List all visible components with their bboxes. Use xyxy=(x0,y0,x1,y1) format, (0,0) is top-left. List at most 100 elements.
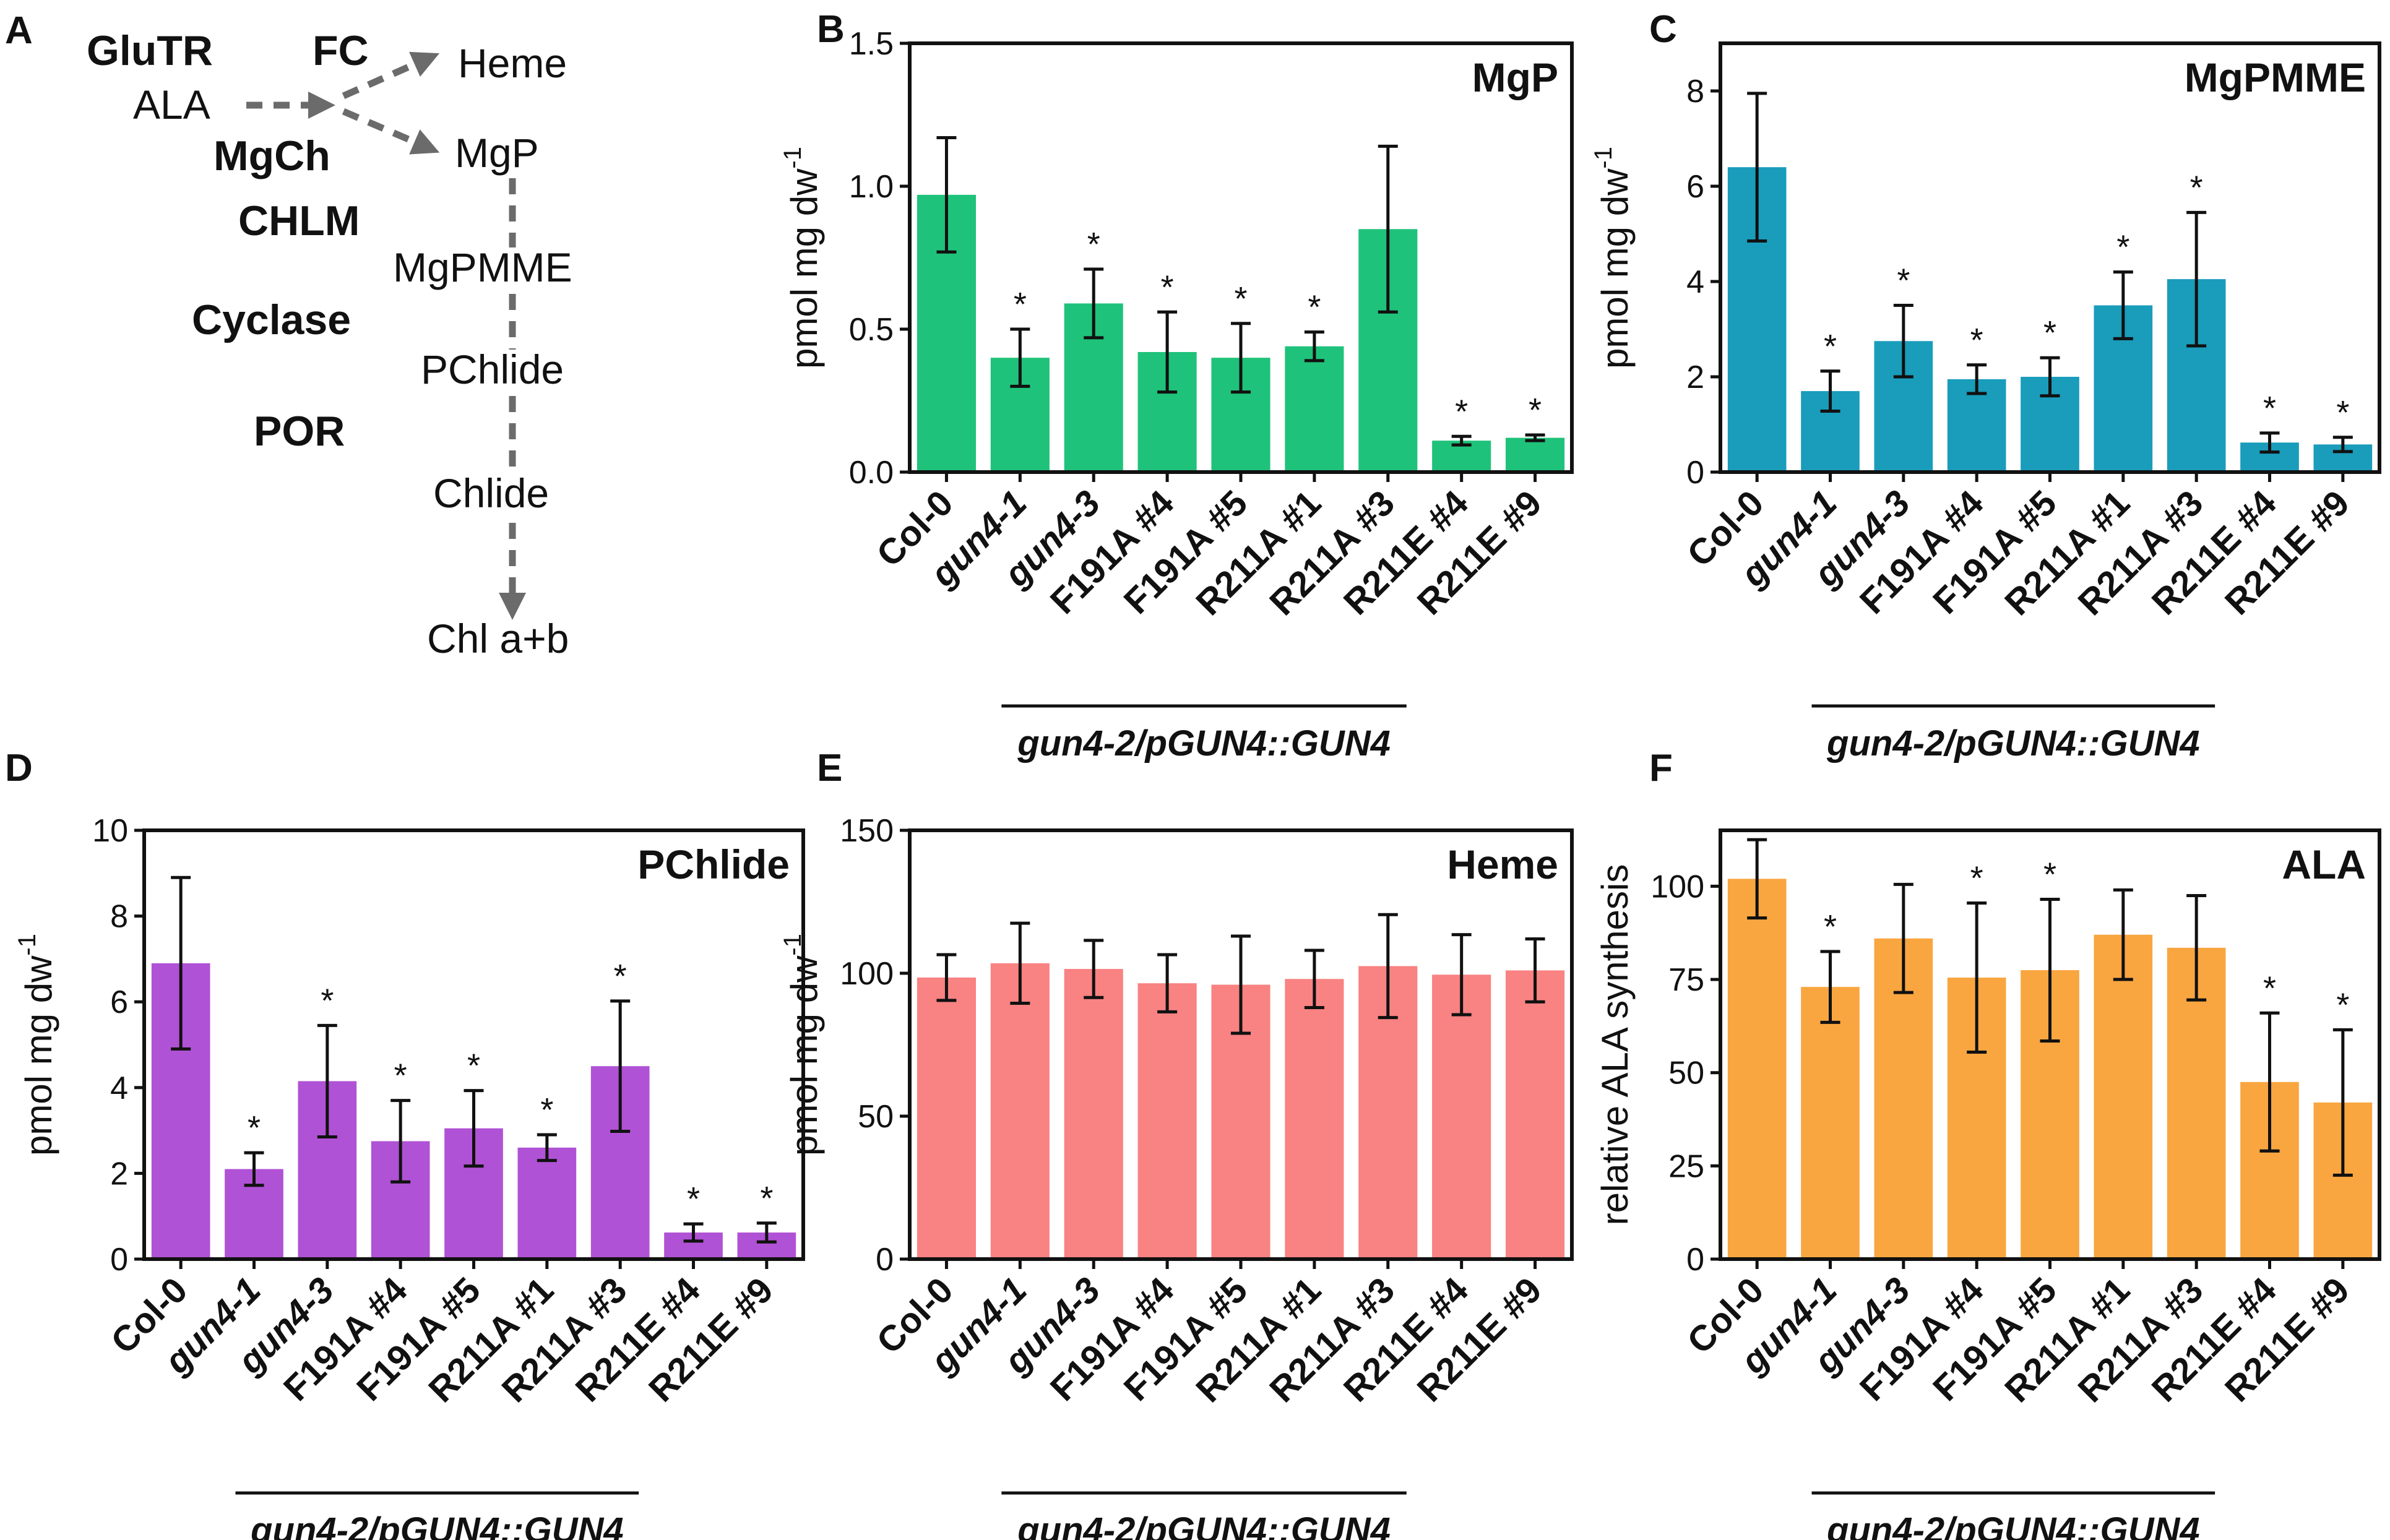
y-tick-label-d: 8 xyxy=(110,899,128,935)
y-axis-label-c: pmol mg dw-1 xyxy=(1590,147,1636,369)
significance-star-c-4: * xyxy=(1970,322,1983,359)
error-bar-b-2 xyxy=(1010,327,1030,388)
significance-star-c-6: * xyxy=(2116,229,2129,266)
bar-f-1 xyxy=(1727,879,1787,1259)
y-tick-label-e: 150 xyxy=(840,813,894,849)
significance-star-c-7: * xyxy=(2190,169,2203,206)
panel-letter-e: E xyxy=(817,747,842,789)
error-bar-f-5 xyxy=(2040,897,2060,1043)
error-bar-d-6 xyxy=(537,1133,557,1163)
y-tick-label-c: 4 xyxy=(1686,264,1704,300)
y-tick-label-d: 4 xyxy=(110,1070,128,1106)
panel-letter-c: C xyxy=(1649,8,1677,51)
error-bar-c-4 xyxy=(1967,363,1987,395)
enzyme-glutr: GluTR xyxy=(87,27,213,74)
error-bar-f-1 xyxy=(1747,838,1767,920)
bar-e-4 xyxy=(1137,983,1197,1259)
significance-star-b-3: * xyxy=(1087,226,1100,263)
error-bar-b-4 xyxy=(1157,310,1178,394)
error-bar-f-3 xyxy=(1893,882,1913,994)
group-label-c: gun4-2/pGUN4::GUN4 xyxy=(1826,723,2200,764)
bar-e-3 xyxy=(1064,969,1123,1259)
y-tick-label-d: 6 xyxy=(110,984,128,1020)
error-bar-d-4 xyxy=(390,1099,411,1184)
bar-e-2 xyxy=(990,963,1050,1259)
error-bar-e-1 xyxy=(936,953,957,1002)
y-tick-label-b: 1.5 xyxy=(849,26,894,62)
y-axis-label-sup: -1 xyxy=(14,934,41,956)
y-tick-label-d: 2 xyxy=(110,1156,128,1192)
error-bar-b-8 xyxy=(1451,434,1472,447)
significance-star-b-2: * xyxy=(1014,286,1027,323)
bar-e-6 xyxy=(1285,979,1344,1259)
arrow-to-heme xyxy=(342,51,440,100)
error-bar-e-3 xyxy=(1084,939,1104,999)
group-label-b: gun4-2/pGUN4::GUN4 xyxy=(1017,723,1391,764)
significance-star-b-9: * xyxy=(1529,392,1542,429)
y-tick-label-c: 8 xyxy=(1686,74,1704,110)
error-bar-b-5 xyxy=(1231,322,1251,394)
y-tick-label-e: 50 xyxy=(858,1099,894,1135)
significance-star-b-5: * xyxy=(1234,280,1247,317)
significance-star-d-2: * xyxy=(248,1109,261,1146)
y-tick-label-b: 0.5 xyxy=(849,312,894,348)
group-label-f: gun4-2/pGUN4::GUN4 xyxy=(1826,1510,2200,1540)
error-bar-f-8 xyxy=(2259,1011,2280,1153)
error-bar-e-2 xyxy=(1010,921,1030,1005)
significance-star-f-4: * xyxy=(1970,860,1983,897)
significance-star-c-5: * xyxy=(2043,314,2056,351)
error-bar-e-6 xyxy=(1304,949,1324,1009)
y-tick-label-f: 0 xyxy=(1686,1242,1704,1278)
y-tick-label-c: 2 xyxy=(1686,359,1704,395)
y-tick-label-c: 0 xyxy=(1686,455,1704,491)
error-bar-b-1 xyxy=(936,136,957,254)
error-bar-d-7 xyxy=(610,999,631,1133)
error-bar-c-1 xyxy=(1747,92,1767,243)
bar-b-9 xyxy=(1506,437,1565,472)
enzyme-cyclase: Cyclase xyxy=(192,296,351,343)
metabolite-chl-ab: Chl a+b xyxy=(427,616,569,661)
error-bar-d-8 xyxy=(683,1222,704,1243)
panel-letter-a: A xyxy=(5,9,33,52)
enzyme-por: POR xyxy=(254,408,345,455)
error-bar-e-7 xyxy=(1378,913,1398,1020)
error-bar-f-4 xyxy=(1967,901,1987,1054)
enzyme-mgch: MgCh xyxy=(214,132,330,179)
error-bar-c-8 xyxy=(2259,431,2280,454)
metabolite-ala: ALA xyxy=(133,82,210,127)
panel-letter-f: F xyxy=(1649,747,1673,789)
significance-star-b-6: * xyxy=(1308,289,1321,326)
group-label-d: gun4-2/pGUN4::GUN4 xyxy=(250,1510,624,1540)
significance-star-d-4: * xyxy=(394,1057,407,1095)
y-tick-label-e: 100 xyxy=(840,956,894,992)
significance-star-d-8: * xyxy=(687,1181,700,1218)
error-bar-f-7 xyxy=(2186,893,2207,1002)
chart-title-f: ALA xyxy=(2282,841,2366,887)
significance-star-d-9: * xyxy=(760,1180,773,1217)
y-axis-label-e: pmol mg dw-1 xyxy=(779,934,825,1156)
y-axis-label-text: relative ALA synthesis xyxy=(1594,864,1636,1226)
bar-f-2 xyxy=(1801,987,1860,1259)
significance-star-c-3: * xyxy=(1897,262,1910,299)
bar-e-9 xyxy=(1506,970,1565,1259)
error-bar-f-2 xyxy=(1820,950,1840,1024)
significance-star-f-2: * xyxy=(1824,908,1837,945)
chart-panel-b: B*** * ** *0.00.51.01.5Col-0gun4-1gun4-3F19… xyxy=(779,8,1574,764)
panel-letter-d: D xyxy=(5,747,33,789)
bar-d-6 xyxy=(517,1147,577,1259)
metabolite-chlide: Chlide xyxy=(433,470,549,516)
y-axis-label-d: pmol mg dw-1 xyxy=(14,934,59,1156)
y-tick-label-b: 1.0 xyxy=(849,169,894,205)
error-bar-d-9 xyxy=(756,1221,777,1244)
y-tick-label-f: 100 xyxy=(1650,869,1704,905)
y-axis-label-sup: -1 xyxy=(1590,147,1617,169)
significance-star-d-3: * xyxy=(321,982,334,1019)
y-tick-label-d: 10 xyxy=(92,813,128,849)
enzyme-chlm: CHLM xyxy=(238,197,360,244)
arrow-to-mgp xyxy=(342,108,440,155)
y-axis-label-b: pmol mg dw-1 xyxy=(779,147,825,369)
bar-charts: B*** * ** *0.00.51.01.5Col-0gun4-1gun4-3F19… xyxy=(5,8,2381,1540)
